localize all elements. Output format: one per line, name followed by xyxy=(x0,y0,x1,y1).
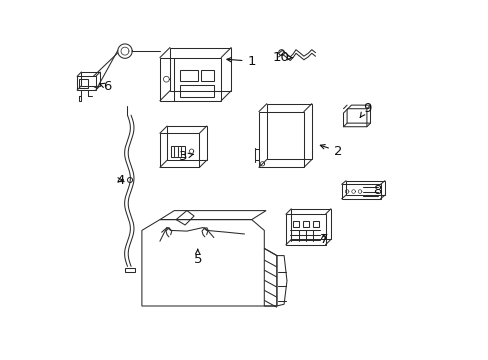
Text: 1: 1 xyxy=(226,55,255,68)
Text: 7: 7 xyxy=(319,233,327,246)
Text: 8: 8 xyxy=(373,184,381,197)
Text: 2: 2 xyxy=(320,145,342,158)
Text: 6: 6 xyxy=(100,80,111,93)
Text: 5: 5 xyxy=(193,249,202,266)
Text: 4: 4 xyxy=(116,174,124,186)
Text: 3: 3 xyxy=(179,150,193,163)
Text: 9: 9 xyxy=(360,102,370,117)
Text: 10: 10 xyxy=(271,51,291,64)
